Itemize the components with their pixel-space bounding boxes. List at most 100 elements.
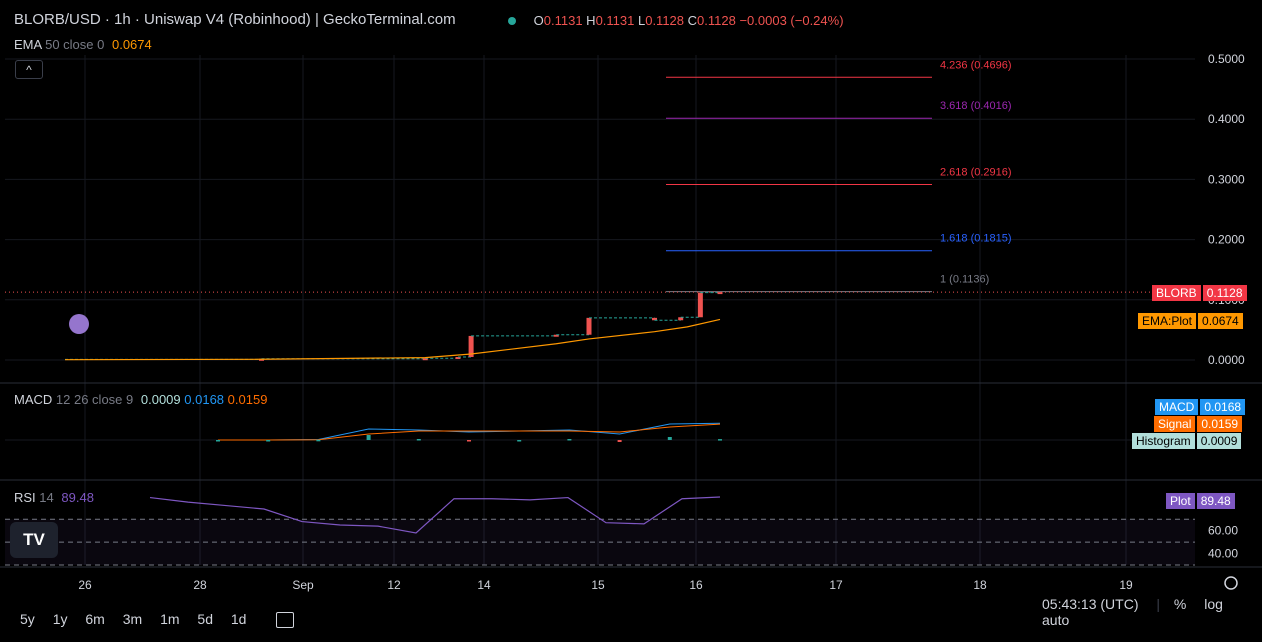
histogram-tag-label: Histogram xyxy=(1132,433,1195,449)
macd-histogram-bar xyxy=(366,435,371,440)
signal-tag-label: Signal xyxy=(1154,416,1196,432)
x-tick-label: 15 xyxy=(591,578,605,592)
candle xyxy=(652,317,657,321)
collapse-legend-button[interactable]: ^ xyxy=(15,60,43,79)
x-tick-label: 16 xyxy=(689,578,703,592)
rsi-name: RSI xyxy=(14,490,36,505)
logo-text: TV xyxy=(23,530,45,549)
settings-gear-icon xyxy=(1224,576,1238,590)
candle xyxy=(468,335,474,357)
signal-price-tag: Signal 0.0159 xyxy=(1154,416,1243,432)
rsi-tag-value: 89.48 xyxy=(1196,493,1235,509)
fib-level-label: 1.618 (0.1815) xyxy=(940,233,1012,245)
status-dot-icon xyxy=(508,17,516,25)
y-tick-label: 0.3000 xyxy=(1208,172,1245,186)
macd-hist-value: 0.0009 xyxy=(140,392,181,407)
tradingview-logo[interactable]: TV xyxy=(10,522,58,558)
ema-value: 0.0674 xyxy=(111,37,152,52)
macd-legend[interactable]: MACD 12 26 close 9 0.0009 0.0168 0.0159 xyxy=(14,392,267,407)
range-6m-button[interactable]: 6m xyxy=(85,610,105,627)
x-tick-label: 14 xyxy=(477,578,491,592)
percent-scale-toggle[interactable]: % xyxy=(1173,596,1187,612)
x-tick-label: Sep xyxy=(292,578,314,592)
y-tick-label: 0.5000 xyxy=(1208,52,1245,66)
macd-histogram-bar xyxy=(567,439,572,441)
signal-line xyxy=(218,423,721,441)
range-5y-button[interactable]: 5y xyxy=(20,610,35,627)
fib-level-label: 1 (0.1136) xyxy=(940,274,989,286)
macd-histogram-bar xyxy=(517,440,522,442)
token-avatar[interactable] xyxy=(69,314,89,334)
x-tick-label: 19 xyxy=(1119,578,1133,592)
histogram-price-tag: Histogram 0.0009 xyxy=(1132,433,1242,449)
macd-histogram-bar xyxy=(266,440,271,442)
x-tick-label: 26 xyxy=(78,578,92,592)
x-tick-label: 18 xyxy=(973,578,987,592)
macd-tag-label: MACD xyxy=(1155,399,1199,415)
close-label: C xyxy=(687,13,698,28)
fib-level-label: 4.236 (0.4696) xyxy=(940,59,1012,71)
ema-tag-value: 0.0674 xyxy=(1198,313,1243,329)
y-tick-label: 0.4000 xyxy=(1208,112,1245,126)
rsi-y-tick-label: 40.00 xyxy=(1208,547,1238,561)
macd-histogram-bar xyxy=(316,439,321,442)
macd-tag-value: 0.0168 xyxy=(1200,399,1246,415)
macd-histogram-bar xyxy=(667,437,672,440)
rsi-tag-label: Plot xyxy=(1166,493,1195,509)
ema-line xyxy=(64,318,721,361)
high-value: 0.1131 xyxy=(595,13,635,28)
macd-signal-value: 0.0159 xyxy=(227,392,268,407)
symbol-title: BLORB/USD · 1h · Uniswap V4 (Robinhood) … xyxy=(14,11,456,28)
x-tick-label: 28 xyxy=(193,578,207,592)
high-label: H xyxy=(586,13,596,28)
log-scale-toggle[interactable]: log xyxy=(1204,596,1223,612)
candle xyxy=(553,334,559,337)
macd-line xyxy=(218,422,721,441)
candle xyxy=(717,292,723,295)
rsi-y-tick-label: 60.00 xyxy=(1208,524,1238,538)
auto-scale-toggle[interactable]: auto xyxy=(1042,612,1070,628)
ema-price-tag: EMA:Plot 0.0674 xyxy=(1138,313,1243,329)
divider: | xyxy=(1156,596,1161,612)
macd-price-tag: MACD 0.0168 xyxy=(1155,399,1246,415)
macd-histogram-bar xyxy=(718,439,722,441)
open-value: 0.1131 xyxy=(543,13,583,28)
chevron-up-icon: ^ xyxy=(26,63,32,77)
macd-params: 12 26 close 9 xyxy=(55,392,134,407)
rsi-price-tag: Plot 89.48 xyxy=(1166,493,1235,509)
low-value: 0.1128 xyxy=(645,13,685,28)
ohlc-readout: O0.1131 H0.1131 L0.1128 C0.1128 −0.0003 … xyxy=(508,13,844,28)
macd-value: 0.0168 xyxy=(184,392,225,407)
bottom-right-controls: 05:43:13 (UTC) | % log auto xyxy=(1042,596,1262,628)
blorb-price-tag: BLORB 0.1128 xyxy=(1152,285,1247,301)
range-5d-button[interactable]: 5d xyxy=(197,610,213,627)
change-value: −0.0003 (−0.24%) xyxy=(739,13,844,28)
range-1y-button[interactable]: 1y xyxy=(52,610,68,627)
low-label: L xyxy=(637,13,646,28)
ema-legend[interactable]: EMA 50 close 0 0.0674 xyxy=(14,37,152,52)
macd-histogram-bar xyxy=(467,440,471,442)
y-tick-label: 0.2000 xyxy=(1208,233,1245,247)
pair-label: BLORB/USD · 1h · Uniswap V4 (Robinhood) … xyxy=(14,11,456,28)
ema-tag-label: EMA:Plot xyxy=(1138,313,1197,329)
candle xyxy=(697,292,703,318)
candle xyxy=(678,317,684,321)
range-1d-button[interactable]: 1d xyxy=(230,610,247,627)
range-selector[interactable]: 5y 1y 6m 3m 1m 5d 1d xyxy=(20,611,308,628)
range-1m-button[interactable]: 1m xyxy=(160,610,180,627)
range-3m-button[interactable]: 3m xyxy=(122,610,143,627)
goto-date-icon[interactable] xyxy=(276,612,295,628)
utc-clock[interactable]: 05:43:13 (UTC) xyxy=(1042,596,1139,612)
fib-level-label: 3.618 (0.4016) xyxy=(940,100,1012,112)
macd-histogram-bar xyxy=(416,439,421,441)
x-tick-label: 12 xyxy=(387,578,401,592)
macd-histogram-bar xyxy=(617,440,622,442)
signal-tag-value: 0.0159 xyxy=(1197,416,1243,432)
candle xyxy=(586,317,592,335)
candle xyxy=(422,358,428,361)
rsi-legend[interactable]: RSI 14 89.48 xyxy=(14,490,94,505)
macd-histogram-bar xyxy=(216,440,220,442)
rsi-params: 14 xyxy=(39,490,54,505)
fib-level-label: 2.618 (0.2916) xyxy=(940,166,1012,178)
